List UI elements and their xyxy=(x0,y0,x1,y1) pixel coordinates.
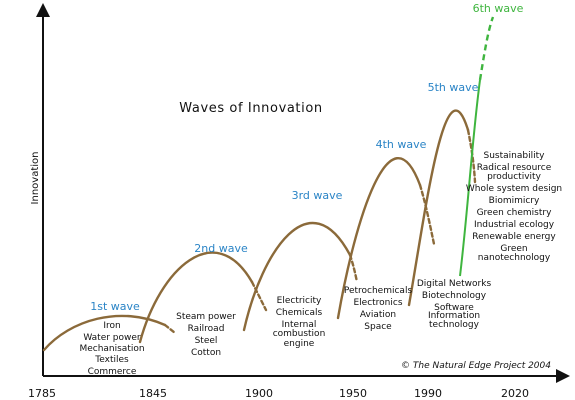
wave-5-curve xyxy=(407,109,470,307)
wave-item: technology xyxy=(429,320,480,330)
wave-1-items: Iron Water power Mechanisation Textiles … xyxy=(79,321,144,377)
wave-item: Petrochemicals xyxy=(344,286,413,296)
wave-item: Green chemistry xyxy=(477,208,552,218)
wave-item: Steel xyxy=(195,336,218,346)
x-tick-labels: 1785 1845 1900 1950 1990 2020 xyxy=(28,387,529,400)
x-tick-label: 1845 xyxy=(139,387,167,400)
wave-item: Sustainability xyxy=(484,151,546,161)
x-tick-label: 1785 xyxy=(28,387,56,400)
x-tick-label: 1990 xyxy=(414,387,442,400)
wave-3-items: Electricity Chemicals Internal combustio… xyxy=(273,296,326,349)
wave-4-label: 4th wave xyxy=(376,138,427,151)
wave-2-curve-dashed xyxy=(250,280,268,312)
wave-1-label: 1st wave xyxy=(90,300,140,313)
wave-item: productivity xyxy=(487,172,541,182)
wave-4-curve xyxy=(336,157,422,320)
wave-item: Aviation xyxy=(360,310,396,320)
wave-1-curve-dashed xyxy=(163,323,177,335)
wave-5-label: 5th wave xyxy=(428,81,479,94)
copyright-credit: © The Natural Edge Project 2004 xyxy=(401,361,551,371)
wave-item: Cotton xyxy=(191,348,221,358)
wave-item: Electricity xyxy=(277,296,322,306)
wave-item: Radical resource xyxy=(477,163,552,173)
wave-item: Chemicals xyxy=(276,308,323,318)
wave-item: Electronics xyxy=(353,298,402,308)
x-tick-label: 1900 xyxy=(245,387,273,400)
wave-6-items: Sustainability Radical resource producti… xyxy=(466,151,562,263)
wave-1-curve xyxy=(42,314,167,352)
wave-4-items: Petrochemicals Electronics Aviation Spac… xyxy=(344,286,413,332)
wave-item: Software xyxy=(434,303,474,313)
wave-2-label: 2nd wave xyxy=(194,242,248,255)
x-tick-label: 2020 xyxy=(501,387,529,400)
wave-3-label: 3rd wave xyxy=(292,189,343,202)
wave-5-items: Digital Networks Biotechnology Software … xyxy=(417,279,492,330)
wave-item: Information xyxy=(428,311,480,321)
wave-item: engine xyxy=(284,339,315,349)
wave-4-curve-dashed xyxy=(418,183,436,246)
wave-item: Internal xyxy=(282,320,317,330)
wave-item: Biomimicry xyxy=(489,196,540,206)
wave-item: Space xyxy=(364,322,392,332)
wave-2-items: Steam power Railroad Steel Cotton xyxy=(176,312,236,358)
wave-item: Green xyxy=(500,244,527,254)
wave-item: Iron xyxy=(103,321,120,331)
wave-item: Commerce xyxy=(88,367,137,377)
wave-item: Railroad xyxy=(188,324,225,334)
wave-item: combustion xyxy=(273,329,326,339)
x-tick-label: 1950 xyxy=(339,387,367,400)
wave-6-line xyxy=(459,79,481,277)
wave-item: Whole system design xyxy=(466,184,562,194)
wave-6-line-dashed xyxy=(478,16,495,81)
wave-item: Biotechnology xyxy=(422,291,487,301)
wave-item: Textiles xyxy=(94,355,129,365)
diagram-title: Waves of Innovation xyxy=(179,101,322,116)
wave-item: Industrial ecology xyxy=(474,220,555,230)
y-axis-label: Innovation xyxy=(30,152,41,205)
wave-3-curve xyxy=(242,221,352,332)
wave-item: nanotechnology xyxy=(478,253,551,263)
wave-item: Water power xyxy=(83,333,141,343)
wave-2-curve xyxy=(138,251,254,344)
wave-6-label: 6th wave xyxy=(473,2,524,15)
wave-curves xyxy=(42,109,477,352)
wave-item: Mechanisation xyxy=(79,344,144,354)
wave-item: Digital Networks xyxy=(417,279,492,289)
wave-item: Steam power xyxy=(176,312,236,322)
wave-item: Renewable energy xyxy=(472,232,556,242)
